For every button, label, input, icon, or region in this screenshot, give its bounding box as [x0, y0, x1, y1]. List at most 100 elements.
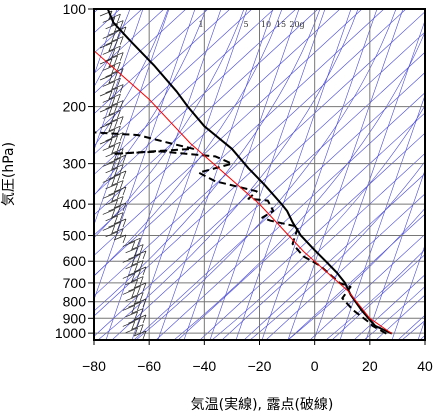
mixing-ratio-label: 5 — [243, 20, 248, 29]
moist-adiabat-line — [401, 320, 425, 340]
wind-barb — [105, 167, 118, 174]
wind-barb — [139, 244, 144, 253]
wind-barb — [111, 65, 116, 74]
mixing-ratio-label: 20g — [289, 20, 304, 29]
wind-barb — [108, 125, 121, 132]
wind-barb — [102, 177, 115, 183]
wind-barb — [133, 250, 147, 257]
wind-barb — [122, 154, 127, 164]
mixing-ratio-label-group: 1 5 10 15 20g — [198, 20, 304, 29]
wind-barb — [119, 196, 124, 205]
wind-barb — [108, 157, 121, 164]
wind-barb — [102, 193, 115, 199]
wind-barb — [108, 173, 121, 180]
wind-barb — [139, 308, 144, 317]
moist-adiabat-line — [97, 9, 359, 340]
x-tick-label: 0 — [311, 358, 319, 374]
wind-barb — [102, 65, 115, 71]
y-tick-label: 300 — [63, 156, 87, 172]
moist-adiabat-line — [94, 9, 207, 196]
temperature-line — [106, 9, 393, 335]
wind-barb — [122, 170, 127, 180]
wind-barb — [119, 180, 124, 189]
wind-barb — [105, 151, 118, 158]
wind-barb — [117, 94, 121, 103]
wind-barb — [117, 46, 121, 55]
y-tick-label: 800 — [63, 294, 87, 310]
wind-barb — [111, 84, 124, 90]
wind-barb — [137, 254, 141, 263]
wind-barb — [105, 231, 118, 238]
mixing-ratio-label: 15 — [276, 20, 286, 29]
wind-barb — [108, 106, 113, 116]
grid-group — [94, 9, 425, 340]
isotherm-line — [94, 9, 196, 301]
wind-barb — [111, 228, 124, 234]
wind-barb — [108, 29, 121, 36]
wind-barb — [99, 74, 113, 81]
wind-barb — [139, 260, 144, 269]
wind-barb — [108, 93, 121, 100]
adiabat-line — [265, 193, 425, 340]
wind-barb — [119, 212, 124, 221]
wind-barb — [131, 321, 136, 330]
moist-adiabat-line — [173, 31, 425, 340]
wind-barb — [111, 177, 116, 186]
wind-barb — [122, 305, 135, 311]
y-tick-label: 600 — [63, 253, 87, 269]
wind-barb — [111, 33, 116, 42]
wind-barb — [128, 253, 141, 260]
wind-barb — [137, 318, 141, 327]
adiabat-line — [243, 173, 425, 340]
adiabat-line — [94, 9, 121, 34]
wind-barb — [108, 74, 113, 84]
x-tick-label: −40 — [192, 358, 216, 374]
wind-barb — [111, 225, 116, 234]
wind-barb — [102, 145, 115, 151]
wind-barb — [108, 109, 121, 116]
wind-barb — [102, 161, 115, 167]
wind-barb — [105, 215, 118, 222]
isotherm-line — [94, 9, 144, 151]
wind-barb — [139, 276, 144, 285]
wind-barb — [111, 116, 124, 122]
isotherm-line — [209, 9, 326, 340]
wind-barb — [114, 71, 118, 80]
wind-barb — [105, 119, 118, 126]
wind-barb — [119, 52, 124, 61]
wind-barb — [111, 20, 124, 26]
wind-barb — [125, 311, 138, 318]
wind-barb — [108, 90, 113, 100]
dewpoint-line — [94, 131, 387, 335]
wind-barb — [128, 237, 141, 244]
wind-barb — [117, 110, 121, 119]
series-group — [94, 9, 393, 335]
wind-barb — [99, 106, 113, 113]
wind-barb — [111, 196, 124, 202]
moist-adiabat-line — [249, 160, 425, 340]
wind-barb — [105, 199, 118, 206]
wind-barb — [133, 266, 147, 273]
wind-barb — [111, 100, 124, 106]
wind-barb — [122, 202, 127, 212]
wind-barb — [102, 225, 115, 231]
wind-barb — [133, 298, 147, 305]
wind-barb — [102, 49, 115, 55]
wind-barb — [133, 314, 147, 321]
mixing-ratio-label: 10 — [261, 20, 271, 29]
adiabat-line — [94, 11, 425, 317]
wind-barb — [128, 285, 141, 292]
wind-barb — [114, 231, 118, 240]
wind-barb — [102, 113, 115, 119]
wind-barb — [105, 87, 118, 94]
wind-barb — [108, 221, 121, 228]
y-tick-label: 500 — [63, 228, 87, 244]
reference-line — [94, 50, 393, 335]
adiabat-line — [221, 152, 425, 340]
wind-barb — [117, 174, 121, 183]
wind-barb — [113, 234, 127, 241]
adiabat-line — [419, 334, 425, 340]
wind-barb — [117, 222, 121, 231]
